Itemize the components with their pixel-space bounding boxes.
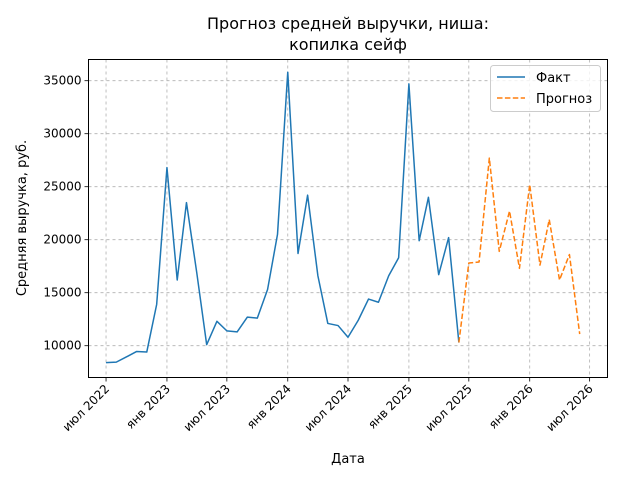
- legend-label-fact: Факт: [536, 71, 571, 86]
- chart-title: Прогноз средней выручки, ниша: копилка с…: [207, 14, 489, 54]
- y-tick-label: 35000: [43, 74, 81, 88]
- x-tick-label: июл 2023: [181, 382, 233, 434]
- chart-title-line-1: Прогноз средней выручки, ниша:: [207, 14, 489, 33]
- x-tick-label: янв 2023: [123, 382, 173, 432]
- y-tick-label: 10000: [43, 339, 81, 353]
- x-tick-label: янв 2024: [244, 382, 294, 432]
- y-tick-label: 20000: [43, 233, 81, 247]
- grid: [88, 59, 608, 378]
- x-tick-label: июл 2026: [543, 382, 595, 434]
- y-tick-label: 30000: [43, 127, 81, 141]
- series-line-fact: [106, 71, 460, 364]
- y-tick-label: 15000: [43, 286, 81, 300]
- chart-title-line-2: копилка сейф: [289, 35, 407, 54]
- y-tick-label: 25000: [43, 180, 81, 194]
- y-axis: 10000 15000 20000 25000 30000 35000: [43, 74, 89, 353]
- x-tick-label: июл 2022: [60, 382, 112, 434]
- x-tick-label: июл 2024: [302, 382, 354, 434]
- legend-label-forecast: Прогноз: [536, 92, 592, 107]
- series-layer: [106, 71, 581, 364]
- legend: Факт Прогноз: [490, 65, 601, 112]
- x-tick-label: июл 2025: [423, 382, 475, 434]
- y-axis-label: Средняя выручка, руб.: [15, 140, 30, 296]
- x-tick-label: янв 2025: [365, 382, 415, 432]
- series-line-forecast: [458, 157, 581, 343]
- x-tick-label: янв 2026: [486, 382, 536, 432]
- x-axis: июл 2022 янв 2023 июл 2023 янв 2024 июл 2024…: [60, 377, 596, 434]
- x-axis-label: Дата: [331, 452, 365, 467]
